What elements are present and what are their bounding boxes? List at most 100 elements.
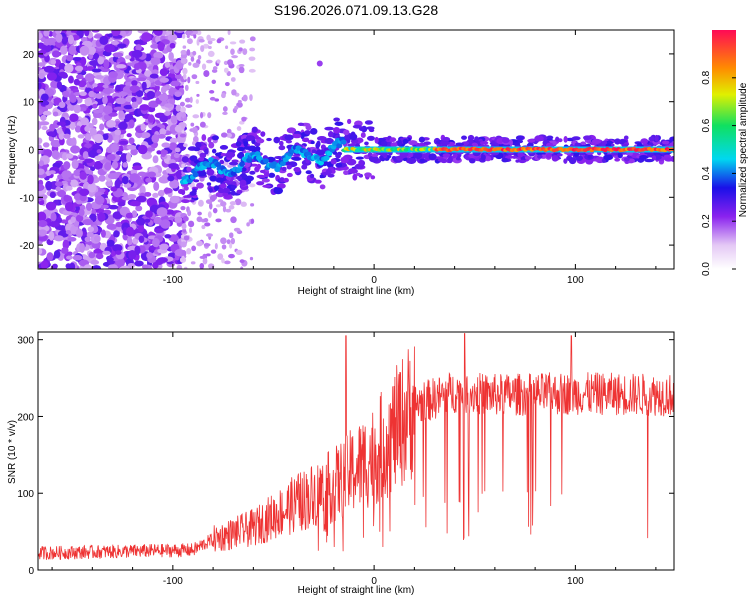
signal-halo-blob — [413, 152, 423, 160]
signal-halo-blob — [330, 158, 337, 165]
signal-halo-blob — [273, 136, 281, 144]
noise-blob — [139, 131, 151, 139]
noise-blob — [136, 195, 147, 203]
noise-blob — [128, 137, 135, 145]
noise-blob — [73, 78, 81, 86]
noise-blob — [100, 229, 106, 238]
colorbar: 0.0 0.2 0.4 0.6 0.8 Normalized spectral ampl… — [701, 30, 749, 276]
sparse-blob — [233, 227, 241, 232]
signal-halo-blob — [418, 136, 426, 143]
signal-halo-blob — [214, 152, 222, 157]
signal-halo-blob — [181, 199, 191, 204]
sparse-blob — [181, 112, 185, 119]
sparse-blob — [190, 261, 196, 265]
sparse-blob — [214, 242, 218, 250]
noise-blob — [50, 59, 57, 65]
noise-blob — [48, 221, 60, 228]
sparse-blob — [204, 222, 211, 227]
noise-blob — [117, 201, 126, 207]
signal-halo-blob — [195, 141, 202, 149]
signal-core-blob — [254, 151, 261, 157]
signal-halo-blob — [334, 121, 344, 126]
noise-blob — [157, 133, 166, 139]
sparse-blob — [201, 224, 206, 230]
signal-halo-blob — [408, 140, 418, 146]
noise-blob — [94, 195, 105, 205]
sparse-blob — [199, 263, 205, 269]
sparse-blob — [215, 204, 222, 208]
noise-blob — [99, 35, 109, 46]
noise-blob — [159, 68, 168, 77]
noise-blob — [91, 30, 100, 33]
signal-halo-blob — [636, 142, 643, 148]
noise-blob — [63, 194, 71, 202]
signal-halo-blob — [575, 155, 584, 161]
signal-halo-blob — [370, 175, 376, 180]
noise-blob — [61, 152, 68, 161]
noise-blob — [69, 113, 79, 122]
signal-halo-blob — [213, 185, 220, 192]
noise-blob — [133, 63, 141, 71]
sparse-blob — [189, 227, 193, 234]
signal-halo-blob — [347, 118, 352, 124]
noise-blob — [168, 142, 178, 151]
noise-blob — [115, 97, 127, 105]
noise-blob — [113, 230, 120, 238]
signal-halo-blob — [235, 141, 242, 147]
signal-halo-blob — [217, 188, 226, 194]
noise-blob — [125, 212, 133, 219]
noise-blob — [135, 90, 144, 98]
noise-blob — [114, 179, 121, 189]
noise-blob — [108, 112, 118, 117]
noise-blob — [43, 65, 55, 73]
spectrogram-y-ticks: -20 -10 0 10 20 — [20, 50, 674, 252]
snr-frame — [37, 331, 675, 571]
noise-blob — [113, 134, 120, 144]
signal-halo-blob — [406, 157, 417, 164]
signal-halo-blob — [563, 158, 568, 164]
snr-y-ticks: 0 100 200 300 — [17, 336, 674, 577]
noise-blob — [106, 257, 114, 263]
signal-halo-blob — [260, 131, 266, 137]
sparse-blob — [185, 104, 193, 108]
noise-blob — [106, 120, 116, 128]
noise-blob — [110, 143, 119, 153]
noise-blob — [68, 45, 77, 56]
sparse-blob — [179, 133, 187, 138]
noise-blob — [91, 117, 98, 126]
noise-blob — [126, 133, 132, 138]
x-tick-label: 100 — [567, 275, 584, 286]
signal-halo-blob — [347, 168, 358, 174]
noise-blob — [46, 131, 56, 137]
signal-halo-blob — [442, 153, 451, 158]
noise-blob — [128, 249, 137, 260]
noise-blob — [164, 103, 174, 108]
noise-blob — [175, 104, 182, 112]
signal-halo-blob — [397, 139, 403, 147]
sparse-blob — [225, 45, 229, 50]
signal-halo-blob — [199, 152, 207, 159]
noise-blob — [115, 64, 127, 69]
noise-blob — [46, 252, 54, 261]
noise-blob — [129, 85, 140, 92]
sparse-blob — [205, 59, 213, 64]
sparse-blob — [182, 74, 186, 79]
signal-halo-blob — [623, 157, 630, 162]
signal-halo-blob — [651, 155, 657, 161]
noise-blob — [62, 37, 70, 42]
sparse-blob — [181, 33, 186, 39]
snr-panel: -100 0 100 0 100 200 300 Height of straight l… — [7, 331, 675, 596]
sparse-blob — [226, 239, 231, 245]
noise-blob — [47, 37, 57, 43]
signal-halo-blob — [314, 179, 322, 184]
signal-core-blob — [317, 160, 324, 166]
signal-halo-blob — [587, 155, 592, 159]
noise-blob — [141, 81, 147, 90]
signal-halo-blob — [360, 132, 366, 139]
signal-halo-blob — [181, 156, 189, 163]
sparse-blob — [193, 33, 197, 39]
sparse-blob — [183, 235, 190, 241]
sparse-blob — [230, 216, 237, 224]
sparse-blob — [228, 253, 235, 259]
